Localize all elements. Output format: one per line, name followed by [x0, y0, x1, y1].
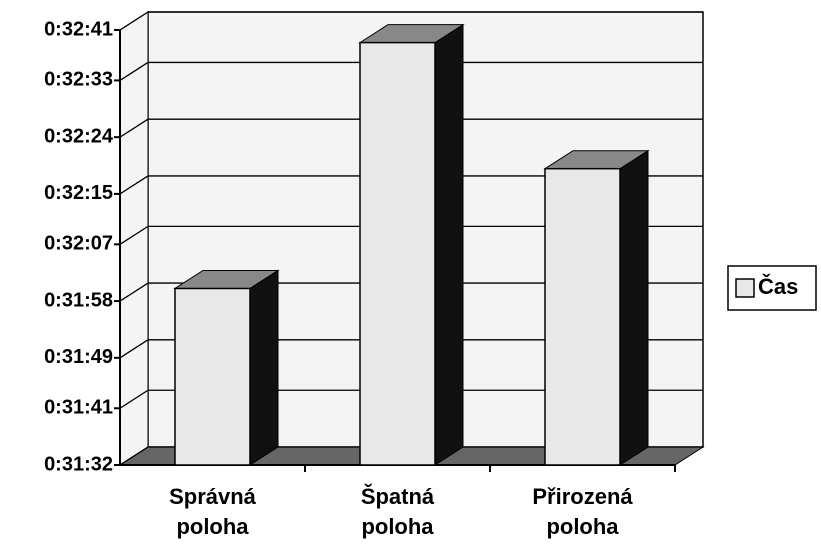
grid-line	[119, 175, 703, 195]
bar-side	[249, 269, 279, 466]
bar	[544, 167, 621, 466]
y-tick-label: 0:32:07	[44, 233, 113, 255]
x-tick-label: Správná poloha	[169, 484, 256, 539]
grid-line	[119, 225, 703, 245]
y-tick-label: 0:32:15	[44, 182, 113, 204]
grid-line	[119, 446, 703, 466]
bar-side	[434, 23, 464, 466]
x-tick-label: Přirozená poloha	[532, 484, 633, 539]
grid-line	[119, 118, 703, 138]
y-tick-label: 0:32:33	[44, 69, 113, 91]
legend-swatch	[735, 278, 755, 298]
bar	[359, 41, 436, 466]
side-wall	[119, 11, 149, 466]
y-tick-label: 0:32:41	[44, 18, 113, 40]
y-tick-label: 0:32:24	[44, 125, 114, 147]
bar	[174, 287, 251, 466]
y-tick-label: 0:31:49	[44, 346, 113, 368]
grid-line	[119, 11, 703, 31]
y-tick-label: 0:31:41	[44, 397, 113, 419]
grid-line	[119, 339, 703, 359]
bar-side	[619, 149, 649, 466]
y-tick-label: 0:31:32	[44, 453, 113, 475]
y-tick-label: 0:31:58	[44, 289, 113, 311]
legend-label: Čas	[758, 274, 798, 299]
grid-line	[119, 61, 703, 81]
grid-line	[119, 282, 703, 302]
grid-line	[119, 389, 703, 409]
x-tick-label: Špatná poloha	[360, 484, 435, 539]
